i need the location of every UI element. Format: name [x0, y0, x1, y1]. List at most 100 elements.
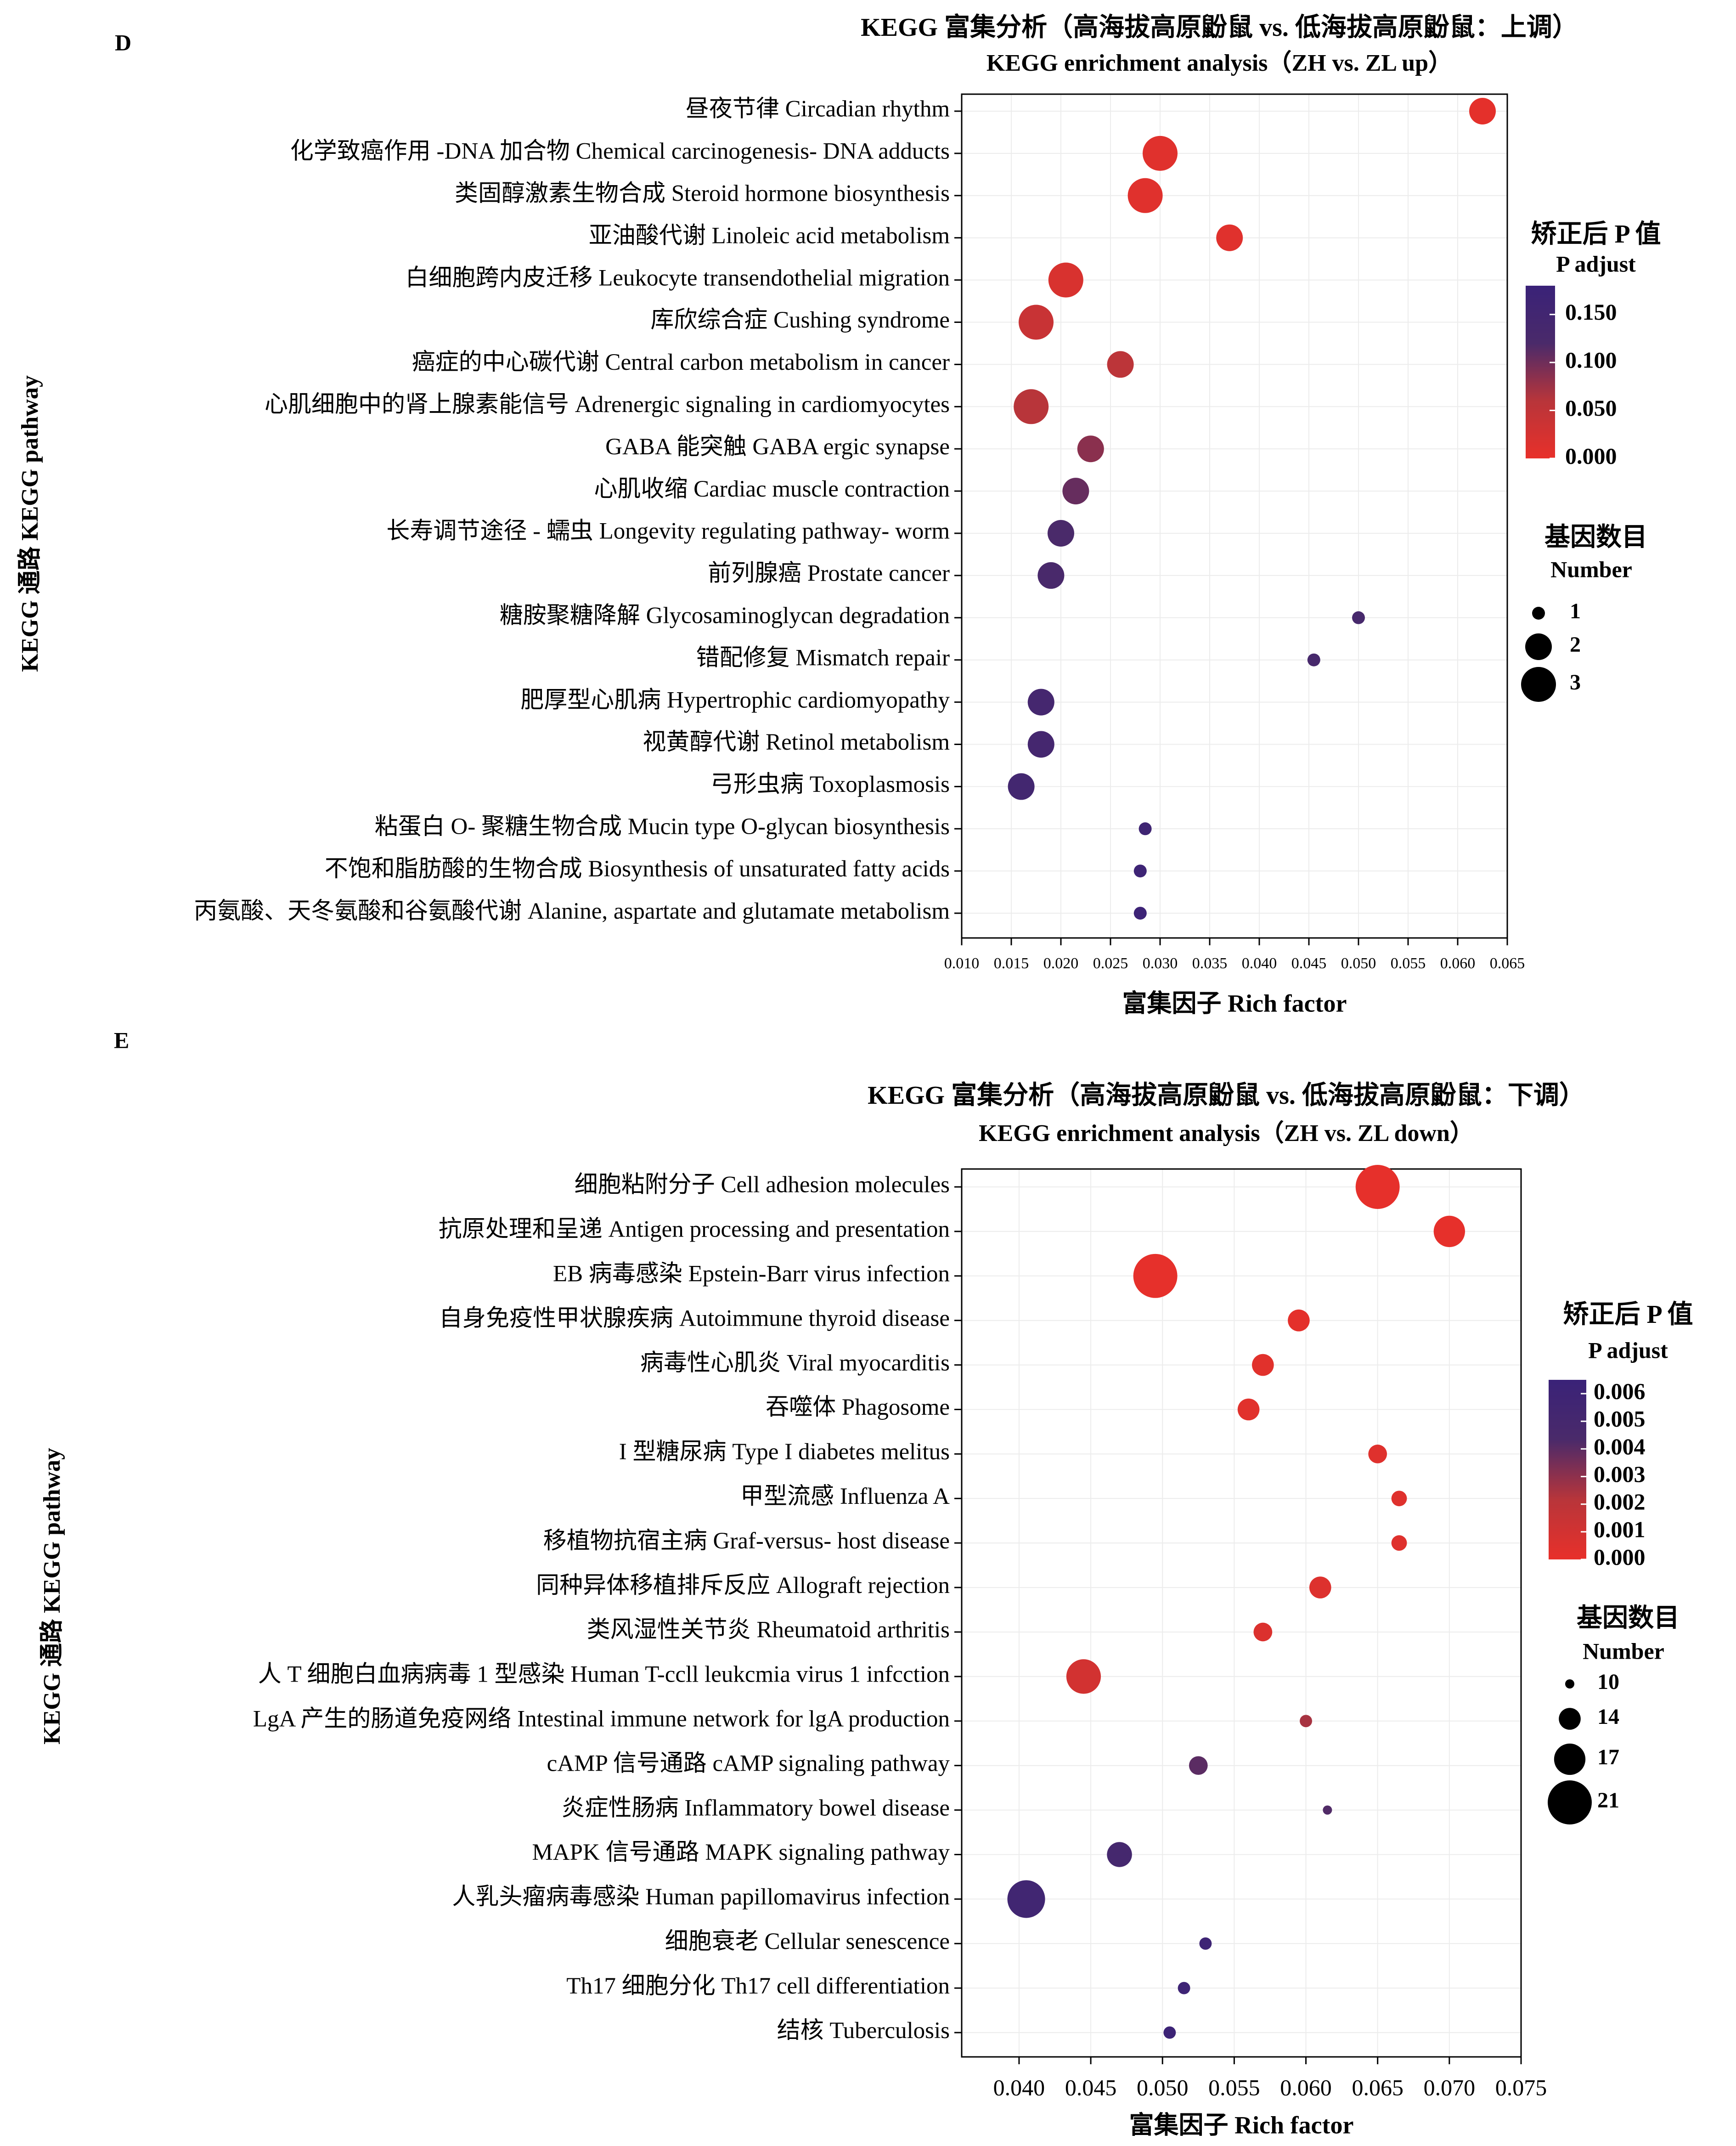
x-tick-label: 0.025	[1093, 955, 1128, 972]
data-point	[1037, 562, 1065, 589]
data-point	[1066, 1659, 1101, 1694]
data-point	[1178, 1982, 1190, 1994]
data-point	[1309, 1576, 1331, 1598]
pathway-label: 同种异体移植排斥反应 Allograft rejection	[536, 1573, 950, 1598]
size-legend-dot	[1525, 633, 1552, 660]
pathway-label: 炎症性肠病 Inflammatory bowel disease	[561, 1795, 950, 1821]
size-legend-subtitle: Number	[1550, 556, 1632, 582]
data-point	[1019, 305, 1054, 340]
pathway-label: 错配修复 Mismatch repair	[696, 645, 950, 671]
data-point	[1252, 1354, 1274, 1376]
x-axis-label: 富集因子 Rich factor	[1122, 989, 1347, 1017]
pathway-label: 癌症的中心碳代谢 Central carbon metabolism in ca…	[412, 350, 950, 375]
size-legend-label: 1	[1570, 599, 1581, 623]
pathway-label: 人 T 细胞白血病病毒 1 型感染 Human T-ccll leukcmia …	[258, 1662, 950, 1688]
data-point	[1253, 1622, 1273, 1642]
size-legend-dot	[1554, 1743, 1586, 1775]
data-point	[1469, 98, 1496, 124]
pathway-label: 糖胺聚糖降解 Glycosaminoglycan degradation	[500, 603, 950, 629]
panel-D: D KEGG 富集分析（高海拔高原鼢鼠 vs. 低海拔高原鼢鼠：上调） KEGG e…	[17, 13, 1661, 1017]
size-legend-label: 21	[1597, 1788, 1619, 1813]
data-point	[1133, 907, 1147, 920]
chart-title: KEGG 富集分析（高海拔高原鼢鼠 vs. 低海拔高原鼢鼠：下调）	[868, 1081, 1585, 1110]
x-tick-label: 0.040	[1242, 955, 1277, 972]
pathway-label: 移植物抗宿主病 Graf-versus- host disease	[543, 1528, 950, 1554]
pathway-label: 不饱和脂肪酸的生物合成 Biosynthesis of unsaturated …	[325, 856, 950, 882]
x-tick-label: 0.040	[993, 2074, 1045, 2100]
size-legend-label: 2	[1570, 633, 1581, 657]
x-tick-label: 0.060	[1280, 2074, 1332, 2100]
color-legend-label: 0.004	[1594, 1434, 1646, 1459]
x-tick-label: 0.030	[1143, 955, 1178, 972]
color-legend-label: 0.003	[1594, 1461, 1646, 1487]
color-legend-title: 矫正后 P 值	[1563, 1300, 1693, 1329]
pathway-label: 心肌细胞中的肾上腺素能信号 Adrenergic signaling in ca…	[265, 392, 950, 418]
data-point	[1355, 1165, 1400, 1209]
data-point	[1107, 1842, 1132, 1867]
panel-letter: D	[115, 29, 131, 55]
chart-title: KEGG 富集分析（高海拔高原鼢鼠 vs. 低海拔高原鼢鼠：上调）	[861, 13, 1578, 42]
pathway-label: 自身免疫性甲状腺疾病 Autoimmune thyroid disease	[439, 1305, 950, 1331]
color-legend-bar	[1549, 1380, 1586, 1559]
color-legend-bar	[1526, 286, 1555, 458]
data-point	[1127, 178, 1163, 213]
x-tick-label: 0.075	[1495, 2074, 1547, 2100]
pathway-label: 结核 Tuberculosis	[777, 2018, 950, 2044]
pathway-label: 弓形虫病 Toxoplasmosis	[710, 772, 950, 797]
pathway-label: EB 病毒感染 Epstein-Barr virus infection	[553, 1261, 950, 1287]
data-point	[1007, 1880, 1045, 1918]
size-legend-dot	[1521, 667, 1556, 702]
data-point	[1323, 1805, 1332, 1815]
x-tick-label: 0.020	[1043, 955, 1079, 972]
pathway-label: 昼夜节律 Circadian rhythm	[686, 96, 950, 122]
pathway-label: 类风湿性关节炎 Rheumatoid arthritis	[587, 1617, 950, 1643]
data-point	[1189, 1756, 1208, 1775]
color-legend-label: 0.050	[1565, 395, 1617, 421]
pathway-label: Th17 细胞分化 Th17 cell differentiation	[566, 1973, 950, 1999]
data-point	[1307, 653, 1320, 666]
data-point	[1133, 864, 1147, 878]
size-legend-dot	[1532, 607, 1545, 620]
x-axis-label: 富集因子 Rich factor	[1129, 2111, 1354, 2139]
color-legend-label: 0.000	[1565, 443, 1617, 469]
x-tick-label: 0.015	[994, 955, 1029, 972]
plot-area	[962, 1169, 1521, 2057]
data-point	[1133, 1254, 1178, 1298]
data-point	[1391, 1535, 1407, 1551]
pathway-label: 心肌收缩 Cardiac muscle contraction	[594, 476, 950, 502]
x-tick-label: 0.045	[1065, 2074, 1117, 2100]
data-point	[1008, 773, 1035, 800]
x-tick-label: 0.070	[1424, 2074, 1476, 2100]
x-tick-label: 0.010	[944, 955, 980, 972]
x-tick-label: 0.045	[1291, 955, 1327, 972]
x-tick-label: 0.060	[1440, 955, 1476, 972]
data-point	[1107, 351, 1134, 378]
pathway-label: 亚油酸代谢 Linoleic acid metabolism	[589, 223, 950, 248]
pathway-label: 长寿调节途径 - 蠕虫 Longevity regulating pathway…	[386, 519, 950, 544]
pathway-label: cAMP 信号通路 cAMP signaling pathway	[547, 1751, 950, 1776]
pathway-label: 类固醇激素生物合成 Steroid hormone biosynthesis	[455, 181, 950, 207]
plot-frame	[961, 1168, 1522, 2058]
color-legend-label: 0.000	[1594, 1544, 1646, 1570]
plot-area	[962, 94, 1507, 938]
pathway-label: 肥厚型心肌病 Hypertrophic cardiomyopathy	[520, 687, 950, 713]
x-tick-label: 0.055	[1208, 2074, 1260, 2100]
size-legend-label: 3	[1570, 670, 1581, 695]
plot-frame	[961, 93, 1508, 939]
data-point	[1237, 1398, 1260, 1421]
x-tick-label: 0.065	[1490, 955, 1525, 972]
data-point	[1352, 611, 1365, 624]
data-point	[1433, 1215, 1465, 1248]
chart-subtitle: KEGG enrichment analysis（ZH vs. ZL up）	[986, 50, 1452, 76]
color-legend-label: 0.005	[1594, 1406, 1646, 1432]
pathway-label: 吞噬体 Phagosome	[766, 1395, 950, 1420]
data-point	[1300, 1715, 1312, 1728]
data-point	[1216, 224, 1243, 251]
x-tick-label: 0.035	[1192, 955, 1228, 972]
color-legend-subtitle: P adjust	[1556, 251, 1636, 277]
data-point	[1163, 2026, 1176, 2039]
data-point	[1143, 136, 1178, 171]
data-point	[1139, 822, 1152, 836]
